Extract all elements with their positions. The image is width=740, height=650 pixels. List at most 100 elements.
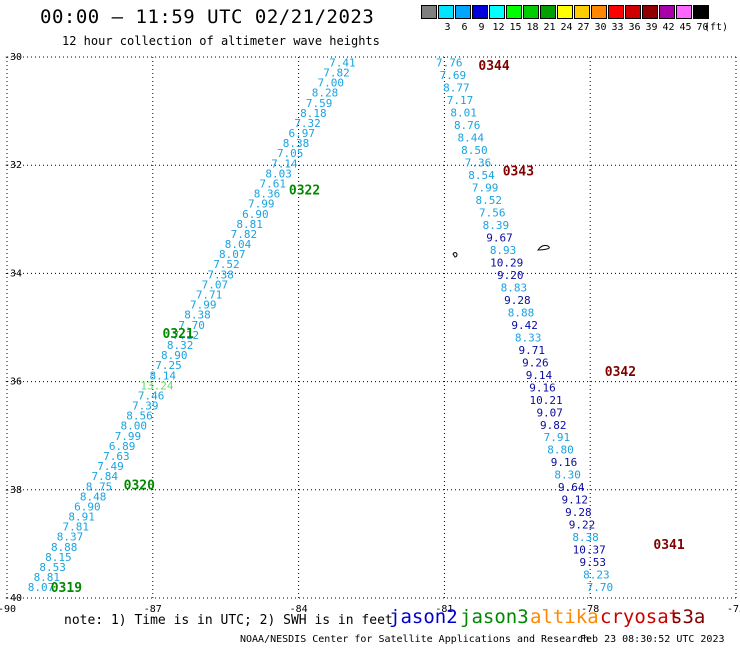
legend-swatch	[506, 5, 522, 19]
legend-label: 36	[628, 22, 641, 33]
pass-time-label: 0322	[289, 184, 320, 199]
wave-height-value: 8.15	[45, 551, 72, 564]
wave-height-value: 13.24	[140, 379, 173, 392]
legend-label: 30	[594, 22, 607, 33]
legend-swatch	[523, 5, 539, 19]
legend-swatch	[489, 5, 505, 19]
legend-label: 12	[492, 22, 505, 33]
wave-height-value: 9.53	[579, 556, 606, 569]
wave-height-value: 8.53	[39, 561, 66, 574]
legend-label: 15	[509, 22, 522, 33]
pass-time-label: 0343	[503, 165, 534, 180]
legend-label: 42	[662, 22, 675, 33]
wave-height-value: 7.00	[318, 77, 345, 90]
wave-height-value: 7.59	[306, 97, 333, 110]
wave-height-value: 8.03	[265, 167, 292, 180]
generated-timestamp: Feb 23 08:30:52 UTC 2023	[580, 634, 725, 645]
wave-height-value: 7.70	[178, 319, 205, 332]
wave-height-value: 6.89	[109, 440, 136, 453]
pass-time-label: 0321	[163, 327, 194, 342]
wave-height-value: 6.97	[289, 127, 316, 140]
wave-height-value: 8.07	[28, 581, 55, 594]
wave-height-value: 7.46	[138, 389, 165, 402]
wave-height-value: 7.71	[196, 289, 223, 302]
wave-height-value: 7.39	[132, 400, 159, 413]
legend-swatch	[574, 5, 590, 19]
wave-height-value: 9.20	[497, 269, 524, 282]
wave-height-value: 8.83	[501, 281, 528, 294]
wave-height-value: 9.26	[522, 356, 549, 369]
wave-height-value: 9.64	[558, 481, 585, 494]
pass-time-label: 0341	[653, 538, 684, 553]
wave-height-value: 9.16	[551, 456, 578, 469]
wave-height-value: 7.32	[294, 117, 321, 130]
wave-height-value: 7.07	[202, 278, 229, 291]
wave-height-value: 8.01	[450, 106, 477, 119]
wave-height-value: 8.23	[583, 569, 610, 582]
wave-height-value: 8.77	[443, 81, 470, 94]
wave-height-value: 9.28	[565, 506, 592, 519]
legend-swatch	[540, 5, 556, 19]
wave-height-value: 7.99	[115, 430, 142, 443]
legend-swatch	[591, 5, 607, 19]
longitude-tick-label: -87	[144, 604, 162, 615]
wave-height-value: 8.76	[454, 119, 481, 132]
legend-label: 6	[461, 22, 468, 33]
longitude-tick-label: -75	[727, 604, 740, 615]
satellite-name-cryosat: cryosat	[600, 606, 681, 628]
wave-height-value: 8.52	[475, 194, 502, 207]
wave-height-value: 7.99	[248, 198, 275, 211]
legend-label: 18	[526, 22, 539, 33]
wave-height-value: 9.22	[569, 519, 596, 532]
legend-swatch	[438, 5, 454, 19]
wave-height-value: 8.07	[219, 248, 246, 261]
legend-swatch	[676, 5, 692, 19]
legend-unit: (ft)	[703, 22, 729, 33]
legend-swatch	[421, 5, 437, 19]
satellite-name-jason3: jason3	[460, 606, 529, 628]
longitude-tick-label: -78	[581, 604, 599, 615]
wave-height-value: 8.33	[515, 331, 542, 344]
wave-height-value: 7.63	[103, 450, 130, 463]
wave-height-value: 8.37	[57, 531, 84, 544]
legend-swatch	[642, 5, 658, 19]
wave-height-value: 7.99	[472, 181, 499, 194]
wave-height-value: 7.36	[465, 156, 492, 169]
wave-height-value: 8.56	[126, 410, 153, 423]
island-outline	[537, 245, 550, 251]
wave-height-value: 7.84	[92, 470, 119, 483]
satellite-name-jason2: jason2	[389, 606, 458, 628]
wave-height-value: 9.42	[511, 319, 538, 332]
wave-height-value: 7.61	[260, 178, 287, 191]
wave-height-value: 9.28	[504, 294, 531, 307]
pass-time-label: 0344	[478, 59, 509, 74]
wave-height-value: 8.81	[34, 571, 61, 584]
pass-time-label: 0320	[124, 478, 155, 493]
wave-height-value: 7.82	[323, 67, 350, 80]
legend-label: 24	[560, 22, 573, 33]
wave-height-value: 7.17	[447, 94, 474, 107]
legend-label: 9	[478, 22, 485, 33]
wave-height-value: 9.14	[526, 369, 553, 382]
wave-height-value: 7.69	[440, 69, 467, 82]
legend-swatch	[693, 5, 709, 19]
map-subtitle: 12 hour collection of altimeter wave hei…	[62, 34, 380, 48]
wave-height-value: 8.91	[68, 511, 95, 524]
latitude-tick-label: -30	[4, 52, 22, 63]
wave-height-value: 7.99	[190, 299, 217, 312]
wave-height-value: 7.91	[544, 431, 571, 444]
wave-height-value: 8.38	[283, 137, 310, 150]
footer-note: note: 1) Time is in UTC; 2) SWH is in fe…	[64, 613, 393, 628]
wave-height-value: 7.76	[436, 56, 463, 69]
wave-height-value: 7.56	[479, 206, 506, 219]
wave-height-value: 6.90	[74, 500, 101, 513]
wave-height-value: 8.75	[86, 480, 113, 493]
legend-label: 21	[543, 22, 556, 33]
legend-label: 45	[679, 22, 692, 33]
wave-height-value: 8.04	[225, 238, 252, 251]
legend-swatch	[472, 5, 488, 19]
longitude-tick-label: -90	[0, 604, 16, 615]
wave-height-value: 7.12	[173, 329, 200, 342]
wave-height-value: 9.82	[540, 419, 567, 432]
